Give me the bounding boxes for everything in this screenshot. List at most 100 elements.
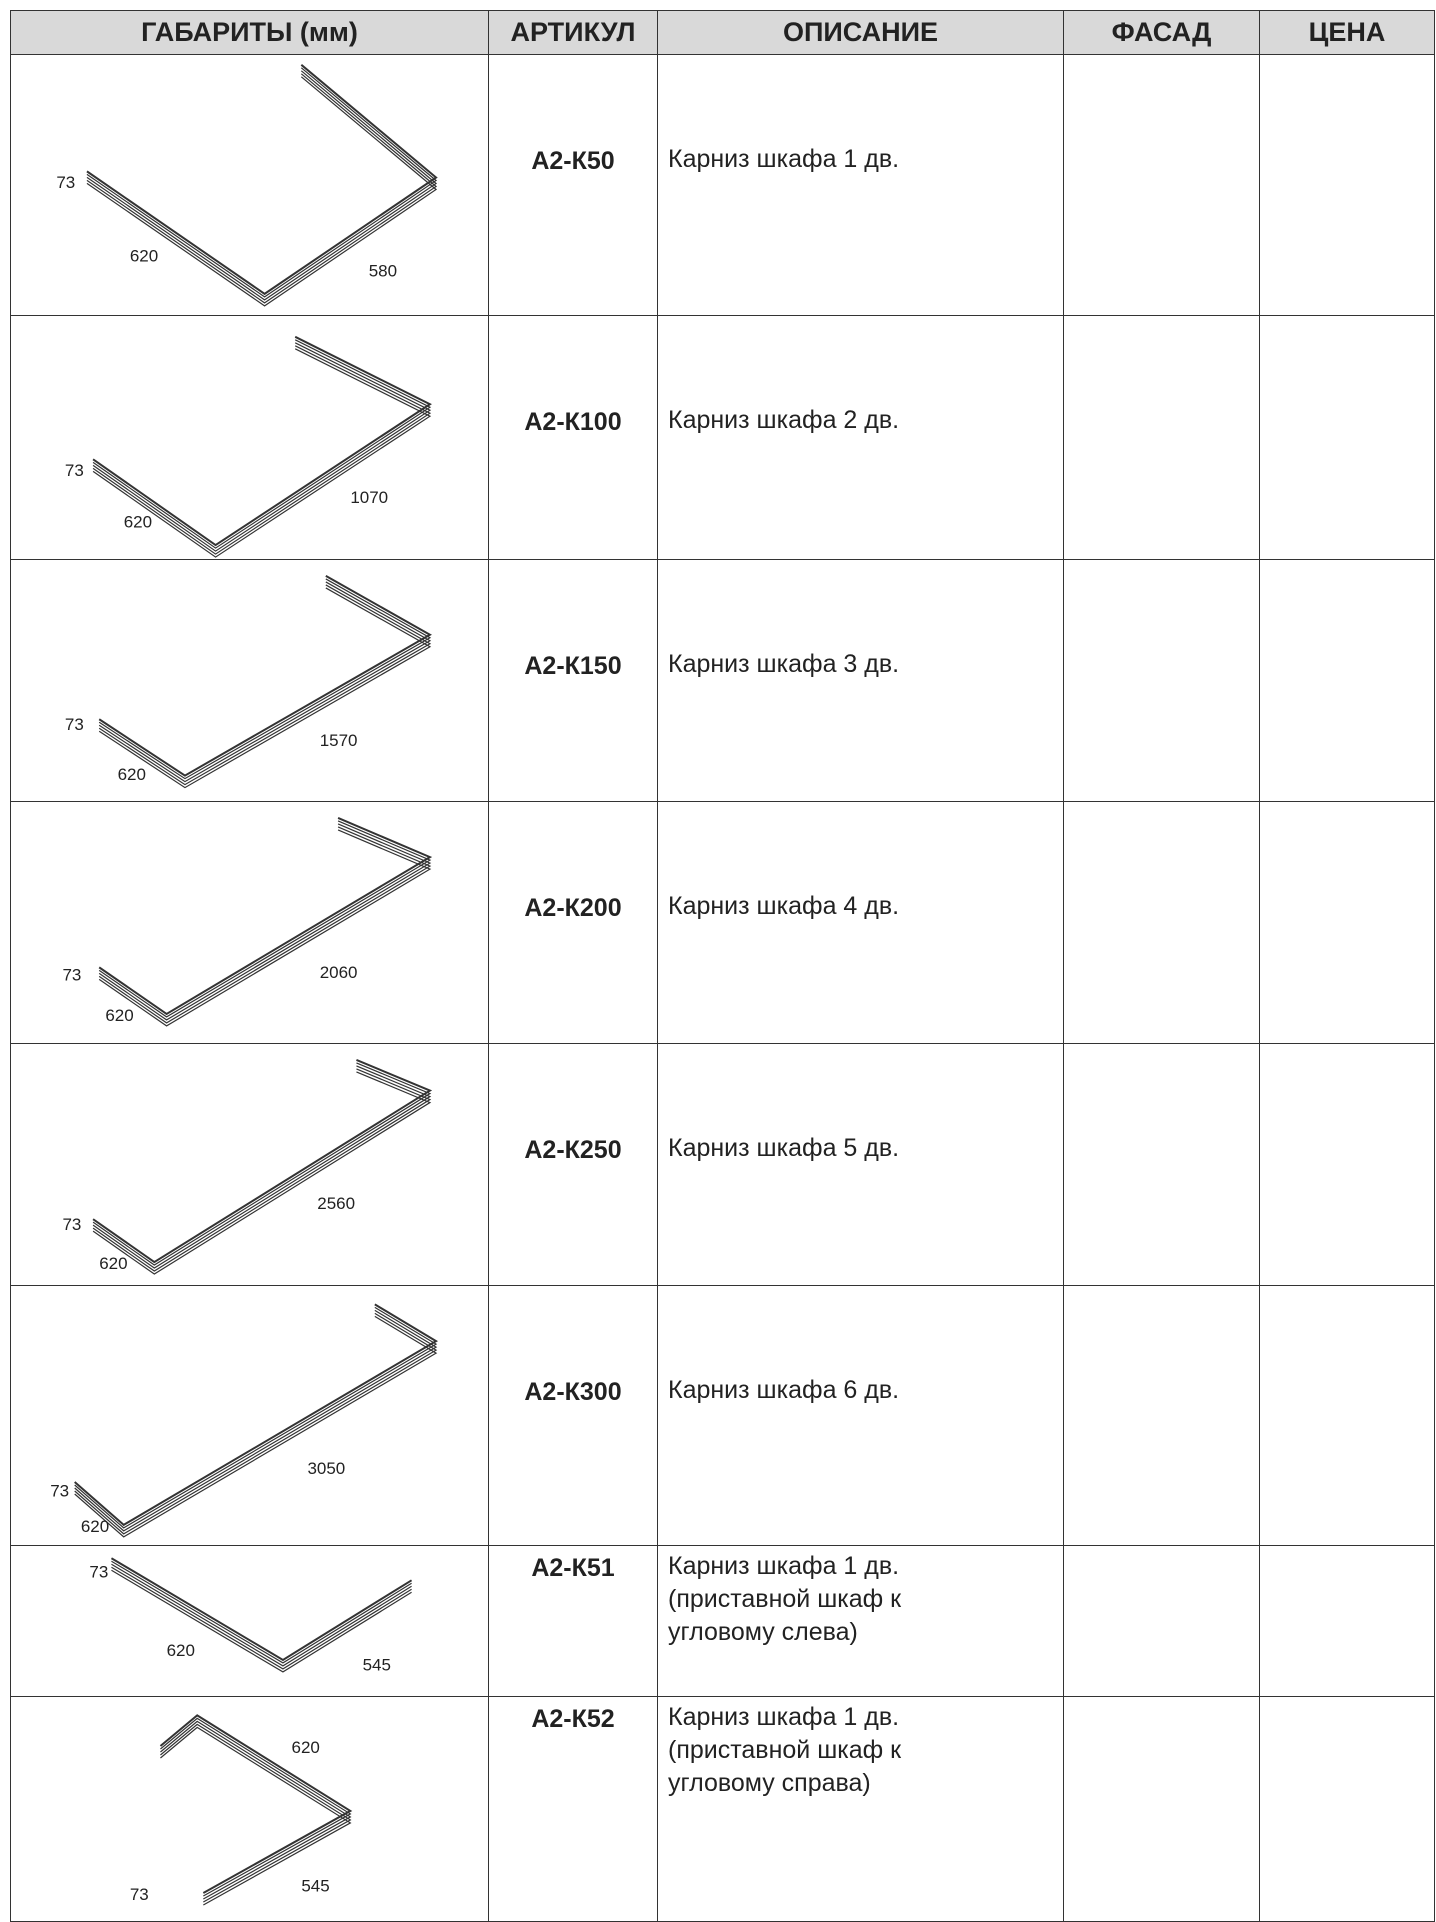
dimensions-cell: 73 620 545 bbox=[10, 1545, 489, 1697]
cornice-outline bbox=[98, 820, 432, 1018]
cornice-outline bbox=[98, 823, 432, 1021]
dimension-label: 620 bbox=[167, 1641, 195, 1660]
cornice-outline bbox=[92, 335, 432, 547]
header-row: ГАБАРИТЫ (мм) АРТИКУЛ ОПИСАНИЕ ФАСАД ЦЕНА bbox=[10, 10, 1435, 55]
facade-cell bbox=[1063, 1696, 1260, 1922]
price-cell bbox=[1259, 1043, 1435, 1286]
cornice-outline bbox=[74, 1303, 439, 1527]
table-row: 73 620 2560 А2-К250 Карниз шкафа 5 дв. bbox=[10, 1043, 1435, 1286]
facade-cell bbox=[1063, 1043, 1260, 1286]
cornice-outline bbox=[92, 348, 432, 558]
cornice-drawing: 73 620 580 bbox=[56, 64, 438, 307]
cornice-drawing: 73 620 545 bbox=[130, 1714, 353, 1906]
article-cell: А2-К51 bbox=[488, 1545, 658, 1697]
dimension-label: 620 bbox=[292, 1738, 320, 1757]
dimension-label: 545 bbox=[363, 1656, 391, 1675]
dimension-label: 73 bbox=[89, 1562, 108, 1581]
cornice-outline bbox=[111, 1569, 412, 1673]
cornice-outline bbox=[92, 1059, 433, 1264]
article-cell: А2-К200 bbox=[488, 801, 658, 1044]
cornice-outline bbox=[92, 1065, 432, 1269]
cornice-outline bbox=[160, 1717, 352, 1897]
dimension-label: 620 bbox=[124, 513, 152, 532]
article-cell: А2-К100 bbox=[488, 315, 658, 560]
cornice-outline bbox=[92, 1062, 432, 1266]
article-cell: А2-К50 bbox=[488, 54, 658, 316]
cornice-drawing: 73 620 545 bbox=[89, 1557, 413, 1675]
cornice-outline bbox=[98, 587, 432, 789]
table-row: 73 620 545 А2-К52 Карниз шкафа 1 дв. (приста… bbox=[10, 1696, 1435, 1922]
article-cell: А2-К300 bbox=[488, 1285, 658, 1546]
dimensions-cell: 73 620 2060 bbox=[10, 801, 489, 1044]
dimension-label: 73 bbox=[56, 173, 75, 192]
column-header: ЦЕНА bbox=[1259, 10, 1435, 55]
cornice-outline bbox=[98, 584, 432, 786]
cornice-outline bbox=[86, 64, 438, 296]
description-cell: Карниз шкафа 3 дв. bbox=[657, 559, 1064, 802]
cornice-outline bbox=[92, 1071, 432, 1275]
dimensions-cell: 73 620 545 bbox=[10, 1696, 489, 1922]
facade-cell bbox=[1063, 801, 1260, 1044]
table-row: 73 620 545 А2-К51 Карниз шкафа 1 дв. (приста… bbox=[10, 1545, 1435, 1697]
cornice-outline bbox=[86, 76, 438, 307]
dimension-label: 73 bbox=[65, 461, 84, 480]
cornice-outline bbox=[74, 1312, 438, 1535]
cornice-outline bbox=[98, 829, 432, 1027]
dimensions-cell: 73 620 1070 bbox=[10, 315, 489, 560]
price-cell bbox=[1259, 1696, 1435, 1922]
dimension-label: 580 bbox=[369, 261, 397, 280]
cornice-outline bbox=[98, 826, 432, 1024]
price-cell bbox=[1259, 1285, 1435, 1546]
dimension-label: 620 bbox=[105, 1006, 133, 1025]
dimensions-cell: 73 620 1570 bbox=[10, 559, 489, 802]
cornice-outline bbox=[92, 339, 432, 549]
cornice-drawing: 73 620 3050 bbox=[50, 1303, 439, 1538]
table-row: 73 620 580 А2-К50 Карниз шкафа 1 дв. bbox=[10, 54, 1435, 316]
table-row: 73 620 3050 А2-К300 Карниз шкафа 6 дв. bbox=[10, 1285, 1435, 1546]
cornice-drawing: 73 620 2060 bbox=[62, 817, 433, 1027]
dimension-label: 620 bbox=[99, 1254, 127, 1273]
cornice-outline bbox=[86, 73, 438, 304]
price-cell bbox=[1259, 54, 1435, 316]
cornice-drawing: 73 620 2560 bbox=[62, 1059, 433, 1275]
dimension-label: 73 bbox=[62, 1215, 81, 1234]
cornice-outline bbox=[92, 345, 432, 555]
cornice-outline bbox=[98, 578, 432, 780]
dimension-label: 73 bbox=[65, 715, 84, 734]
cornice-outline bbox=[98, 581, 432, 783]
dimension-label: 73 bbox=[62, 965, 81, 984]
dimension-label: 2060 bbox=[320, 963, 358, 982]
description-cell: Карниз шкафа 6 дв. bbox=[657, 1285, 1064, 1546]
facade-cell bbox=[1063, 1545, 1260, 1697]
facade-cell bbox=[1063, 559, 1260, 802]
description-cell: Карниз шкафа 1 дв. bbox=[657, 54, 1064, 316]
cornice-outline bbox=[160, 1720, 352, 1900]
article-cell: А2-К250 bbox=[488, 1043, 658, 1286]
cornice-outline bbox=[92, 1068, 432, 1272]
dimension-label: 1570 bbox=[320, 731, 358, 750]
dimension-label: 2560 bbox=[317, 1194, 355, 1213]
dimension-label: 620 bbox=[81, 1517, 109, 1536]
cornice-outline bbox=[98, 817, 433, 1016]
article-cell: А2-К150 bbox=[488, 559, 658, 802]
dimension-label: 620 bbox=[130, 247, 158, 266]
article-cell: А2-К52 bbox=[488, 1696, 658, 1922]
cornice-drawing: 73 620 1570 bbox=[65, 575, 432, 789]
table-body: 73 620 580 А2-К50 Карниз шкафа 1 дв. 73 620 107… bbox=[10, 54, 1435, 1922]
dimensions-cell: 73 620 2560 bbox=[10, 1043, 489, 1286]
price-cell bbox=[1259, 801, 1435, 1044]
price-table: ГАБАРИТЫ (мм) АРТИКУЛ ОПИСАНИЕ ФАСАД ЦЕНА 73… bbox=[10, 10, 1435, 1922]
cornice-outline bbox=[98, 575, 432, 777]
dimension-label: 73 bbox=[50, 1481, 69, 1500]
facade-cell bbox=[1063, 54, 1260, 316]
table-row: 73 620 1070 А2-К100 Карниз шкафа 2 дв. bbox=[10, 315, 1435, 560]
cornice-outline bbox=[159, 1714, 353, 1894]
dimensions-cell: 73 620 580 bbox=[10, 54, 489, 316]
cornice-outline bbox=[110, 1557, 413, 1662]
cornice-outline bbox=[160, 1726, 352, 1906]
cornice-outline bbox=[92, 342, 432, 552]
description-cell: Карниз шкафа 2 дв. bbox=[657, 315, 1064, 560]
column-header: ОПИСАНИЕ bbox=[657, 10, 1064, 55]
cornice-outline bbox=[74, 1306, 438, 1529]
facade-cell bbox=[1063, 1285, 1260, 1546]
